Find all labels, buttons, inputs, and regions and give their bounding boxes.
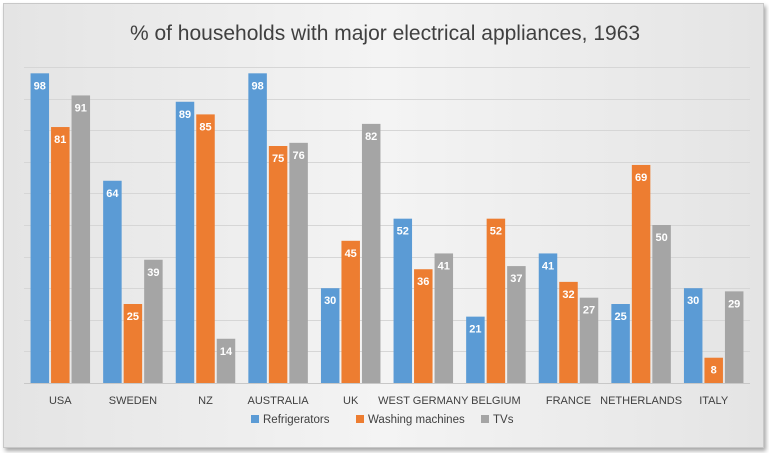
bar-refrigerators-west-germany bbox=[393, 218, 413, 383]
category-label: ITALY bbox=[699, 395, 729, 407]
category-label: NZ bbox=[198, 395, 213, 407]
bar-washing-machines-france bbox=[559, 281, 578, 383]
bar-refrigerators-france bbox=[538, 253, 558, 383]
bar-tvs-belgium bbox=[507, 266, 526, 383]
category-label: AUSTRALIA bbox=[248, 395, 310, 407]
bar-tvs-west-germany bbox=[434, 253, 454, 383]
legend-swatch-washing-machines bbox=[356, 415, 364, 423]
data-label: 98 bbox=[34, 80, 46, 92]
data-label: 50 bbox=[655, 232, 667, 244]
data-label: 30 bbox=[324, 295, 336, 307]
data-label: 41 bbox=[542, 260, 554, 272]
bar-refrigerators-netherlands bbox=[611, 304, 630, 383]
data-label: 81 bbox=[54, 134, 66, 146]
bar-washing-machines-belgium bbox=[486, 218, 506, 383]
data-label: 27 bbox=[583, 305, 595, 317]
data-label: 39 bbox=[147, 267, 159, 279]
data-label: 36 bbox=[417, 276, 429, 288]
category-label: NETHERLANDS bbox=[600, 395, 682, 407]
legend: Refrigerators Washing machines TVs bbox=[251, 414, 514, 426]
data-label: 41 bbox=[438, 260, 450, 272]
data-label: 85 bbox=[199, 121, 211, 133]
data-label: 29 bbox=[728, 298, 740, 310]
bar-refrigerators-uk bbox=[320, 288, 340, 383]
bar-washing-machines-netherlands bbox=[631, 164, 651, 383]
category-label: SWEDEN bbox=[109, 395, 157, 407]
category-label: WEST GERMANY bbox=[378, 395, 469, 407]
bar-refrigerators-belgium bbox=[466, 316, 485, 383]
bar-refrigerators-usa bbox=[30, 73, 50, 383]
bar-refrigerators-italy bbox=[683, 288, 703, 383]
legend-swatch-refrigerators bbox=[251, 415, 259, 423]
data-label: 64 bbox=[106, 188, 119, 200]
data-label: 91 bbox=[75, 102, 87, 114]
bar-refrigerators-australia bbox=[248, 73, 267, 383]
data-label: 89 bbox=[179, 109, 191, 121]
chart-title: % of households with major electrical ap… bbox=[130, 22, 640, 45]
data-label: 52 bbox=[490, 226, 502, 238]
bar-tvs-nz bbox=[216, 338, 236, 383]
bar-refrigerators-nz bbox=[175, 101, 195, 383]
legend-label-tvs: TVs bbox=[493, 414, 514, 426]
bar-washing-machines-italy bbox=[704, 357, 723, 383]
bar-tvs-usa bbox=[71, 95, 91, 383]
bar-refrigerators-sweden bbox=[103, 180, 122, 383]
legend-label-refrigerators: Refrigerators bbox=[263, 414, 330, 426]
legend-label-washing-machines: Washing machines bbox=[368, 414, 465, 426]
bar-tvs-uk bbox=[361, 123, 381, 383]
data-label: 25 bbox=[127, 311, 139, 323]
category-label: FRANCE bbox=[546, 395, 591, 407]
bar-tvs-netherlands bbox=[652, 225, 671, 383]
data-label: 37 bbox=[510, 273, 522, 285]
bar-tvs-australia bbox=[289, 142, 308, 383]
data-label: 75 bbox=[272, 153, 284, 165]
bar-tvs-france bbox=[579, 297, 599, 383]
data-label: 14 bbox=[220, 346, 233, 358]
bars-group: 98 81 91 64 25 39 89 85 14 98 75 76 30 45 82 52 36 41 21 52… bbox=[30, 73, 744, 384]
category-label: BELGIUM bbox=[471, 395, 521, 407]
bar-washing-machines-nz bbox=[196, 114, 215, 384]
bar-washing-machines-sweden bbox=[123, 304, 143, 383]
data-label: 30 bbox=[687, 295, 699, 307]
bar-washing-machines-uk bbox=[341, 240, 360, 383]
bar-washing-machines-usa bbox=[51, 127, 70, 383]
data-label: 76 bbox=[292, 150, 304, 162]
data-label: 8 bbox=[711, 365, 717, 377]
chart-area: % of households with major electrical ap… bbox=[3, 3, 764, 448]
bar-washing-machines-australia bbox=[268, 146, 288, 383]
data-label: 32 bbox=[562, 289, 574, 301]
bar-chart: % of households with major electrical ap… bbox=[24, 22, 750, 426]
bar-tvs-sweden bbox=[144, 259, 163, 383]
category-label: USA bbox=[49, 395, 72, 407]
data-label: 25 bbox=[614, 311, 626, 323]
bar-washing-machines-west-germany bbox=[414, 269, 433, 383]
data-label: 52 bbox=[397, 226, 409, 238]
bar-tvs-italy bbox=[724, 291, 744, 383]
data-label: 82 bbox=[365, 131, 377, 143]
category-label: UK bbox=[343, 395, 359, 407]
category-axis: USA SWEDEN NZ AUSTRALIA UK WEST GERMANY BELGIU… bbox=[49, 395, 729, 407]
data-label: 69 bbox=[635, 172, 647, 184]
data-label: 45 bbox=[345, 248, 357, 260]
data-label: 21 bbox=[469, 324, 481, 336]
legend-swatch-tvs bbox=[481, 415, 489, 423]
data-label: 98 bbox=[251, 80, 263, 92]
